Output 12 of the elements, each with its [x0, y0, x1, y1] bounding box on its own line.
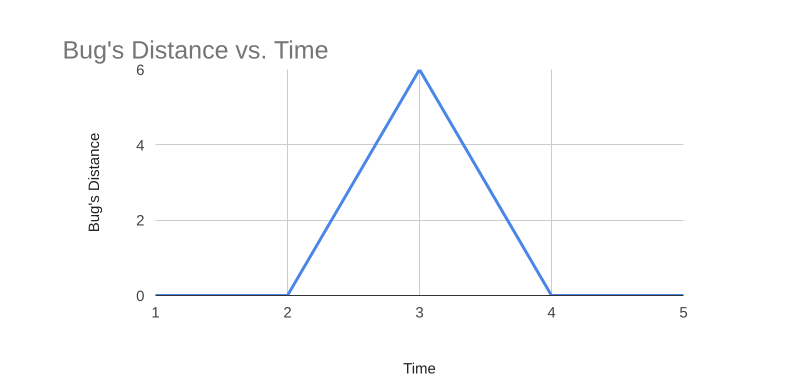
- y-tick-label: 2: [136, 212, 144, 230]
- chart-title: Bug's Distance vs. Time: [62, 36, 328, 64]
- y-tick-label: 6: [136, 62, 144, 79]
- x-tick-label: 1: [151, 304, 160, 322]
- x-tick-label: 5: [679, 304, 688, 322]
- y-tick-label: 0: [136, 288, 144, 305]
- y-axis-title: Bug's Distance: [86, 132, 104, 232]
- x-tick-label: 4: [547, 304, 556, 322]
- y-tick-label: 4: [136, 137, 144, 154]
- x-axis-title: Time: [403, 360, 436, 378]
- x-tick-label: 3: [415, 304, 424, 322]
- x-tick-label: 2: [283, 304, 292, 322]
